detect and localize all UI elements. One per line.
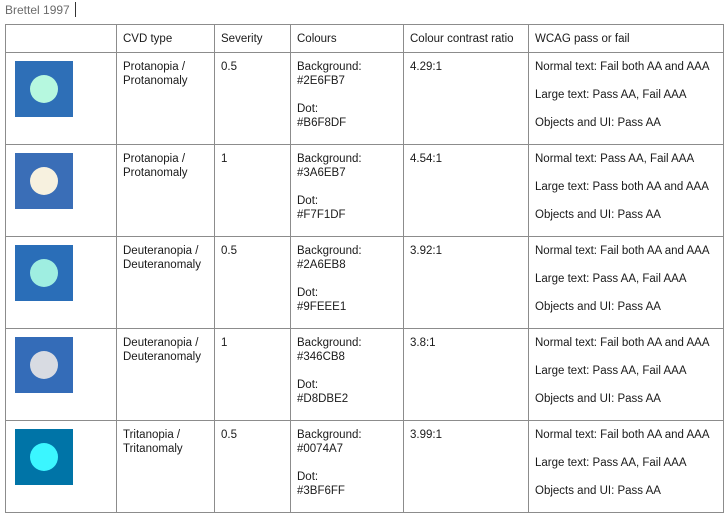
severity-cell: 0.5 <box>214 236 291 329</box>
color-swatch <box>15 429 73 485</box>
cvd-type-cell: Protanopia / Protanomaly <box>116 52 215 145</box>
swatch-dot <box>30 167 58 195</box>
ratio-cell: 3.92:1 <box>403 236 529 329</box>
swatch-cell <box>5 236 117 329</box>
cvd-type-cell: Protanopia / Protanomaly <box>116 144 215 237</box>
header-contrast-ratio: Colour contrast ratio <box>403 24 529 53</box>
text-cursor <box>74 2 76 17</box>
ratio-cell: 3.8:1 <box>403 328 529 421</box>
cvd-type-cell: Deuteranopia / Deuteranomaly <box>116 236 215 329</box>
header-wcag: WCAG pass or fail <box>528 24 724 53</box>
colours-cell: Background: #3A6EB7 Dot: #F7F1DF <box>290 144 404 237</box>
figure-caption: Brettel 1997 <box>5 2 76 18</box>
ratio-cell: 4.54:1 <box>403 144 529 237</box>
swatch-cell <box>5 144 117 237</box>
severity-cell: 1 <box>214 144 291 237</box>
table-row: Deuteranopia / Deuteranomaly 1 Background… <box>5 328 724 421</box>
header-cvd-type: CVD type <box>116 24 215 53</box>
swatch-dot <box>30 351 58 379</box>
table-header-row: CVD type Severity Colours Colour contras… <box>5 24 724 53</box>
color-swatch <box>15 61 73 117</box>
wcag-cell: Normal text: Fail both AA and AAA Large t… <box>528 328 724 421</box>
table-row: Protanopia / Protanomaly 0.5 Background: #… <box>5 52 724 145</box>
header-severity: Severity <box>214 24 291 53</box>
colours-cell: Background: #2E6FB7 Dot: #B6F8DF <box>290 52 404 145</box>
color-swatch <box>15 337 73 393</box>
header-colours: Colours <box>290 24 404 53</box>
wcag-cell: Normal text: Fail both AA and AAA Large t… <box>528 236 724 329</box>
swatch-dot <box>30 259 58 287</box>
swatch-dot <box>30 75 58 103</box>
severity-cell: 0.5 <box>214 52 291 145</box>
ratio-cell: 4.29:1 <box>403 52 529 145</box>
table-row: Protanopia / Protanomaly 1 Background: #3A… <box>5 144 724 237</box>
swatch-cell <box>5 328 117 421</box>
wcag-cell: Normal text: Pass AA, Fail AAA Large text… <box>528 144 724 237</box>
contrast-table: CVD type Severity Colours Colour contras… <box>5 24 724 513</box>
swatch-dot <box>30 443 58 471</box>
color-swatch <box>15 153 73 209</box>
table-row: Deuteranopia / Deuteranomaly 0.5 Backgrou… <box>5 236 724 329</box>
header-swatch <box>5 24 117 53</box>
colours-cell: Background: #2A6EB8 Dot: #9FEEE1 <box>290 236 404 329</box>
swatch-cell <box>5 52 117 145</box>
color-swatch <box>15 245 73 301</box>
cvd-type-cell: Deuteranopia / Deuteranomaly <box>116 328 215 421</box>
wcag-cell: Normal text: Fail both AA and AAA Large t… <box>528 52 724 145</box>
colours-cell: Background: #346CB8 Dot: #D8DBE2 <box>290 328 404 421</box>
severity-cell: 1 <box>214 328 291 421</box>
caption-text: Brettel 1997 <box>5 3 70 17</box>
